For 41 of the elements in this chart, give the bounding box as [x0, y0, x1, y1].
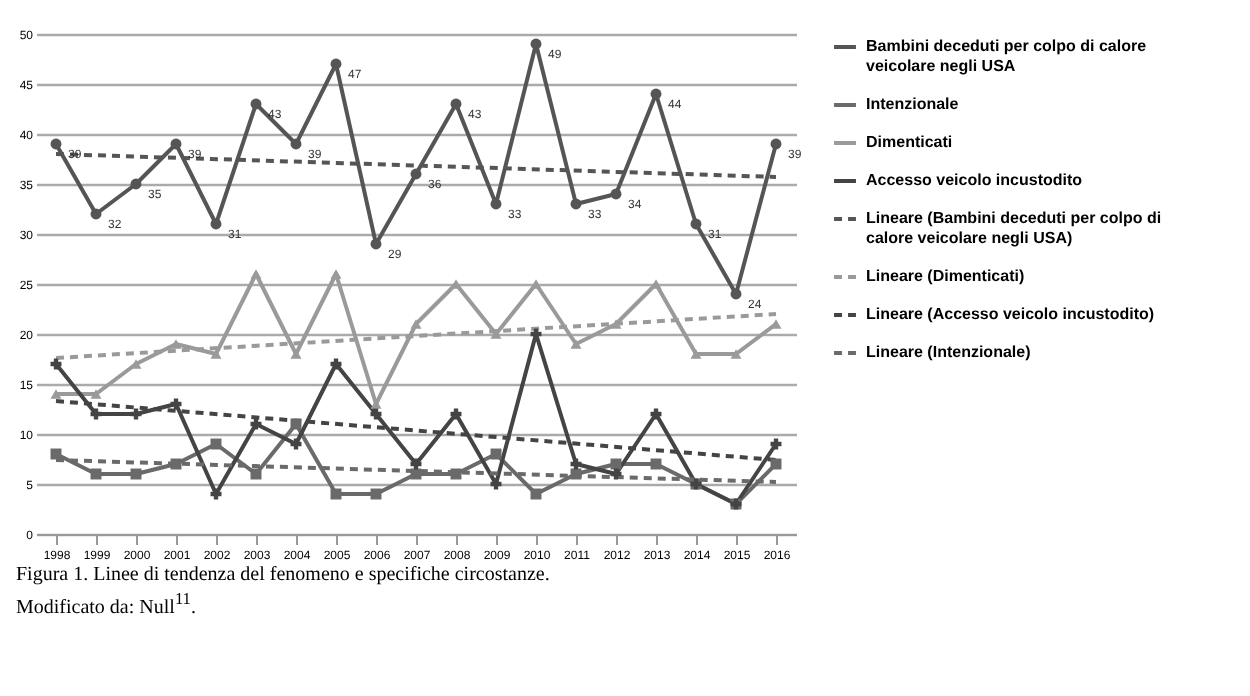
point	[130, 178, 142, 190]
point	[90, 389, 102, 399]
legend-label: Lineare (Accesso veicolo incustodito)	[866, 305, 1155, 323]
point	[690, 218, 702, 230]
point	[730, 288, 742, 300]
text: Modificato da: Null$^{11}$.	[16, 588, 198, 621]
legend-label: Bambini deceduti per colpo di calore veicolare negli USA	[866, 37, 1148, 75]
point	[330, 269, 342, 279]
point	[370, 238, 382, 250]
point	[690, 349, 702, 359]
point	[530, 38, 542, 50]
point	[330, 58, 342, 70]
text: Figura 1. Linee di tendenza del fenomeno e specifiche circostanze.	[16, 564, 552, 588]
point	[450, 98, 462, 110]
point	[610, 319, 622, 329]
point	[170, 138, 182, 150]
point	[530, 279, 542, 289]
legend-label: Dimenticati	[866, 133, 953, 151]
point	[210, 218, 222, 230]
point	[290, 138, 302, 150]
point	[250, 98, 262, 110]
legend-label: Lineare (Intenzionale)	[866, 343, 1032, 361]
point	[210, 349, 222, 359]
point	[570, 198, 582, 210]
legend-label: Intenzionale	[866, 95, 960, 113]
point	[570, 339, 582, 349]
point	[170, 339, 182, 349]
point	[490, 198, 502, 210]
point	[770, 138, 782, 150]
point	[610, 188, 622, 200]
point	[410, 168, 422, 180]
point	[90, 208, 102, 220]
point	[50, 138, 62, 150]
point	[730, 349, 742, 359]
point	[410, 319, 422, 329]
point	[650, 88, 662, 100]
legend-label: Lineare (Bambini deceduti per colpo di calore veicolare negli USA)	[866, 209, 1162, 247]
point	[250, 269, 262, 279]
legend-label: Accesso veicolo incustodito	[866, 171, 1083, 189]
point	[50, 389, 62, 399]
legend-label: Lineare (Dimenticati)	[866, 267, 1025, 285]
